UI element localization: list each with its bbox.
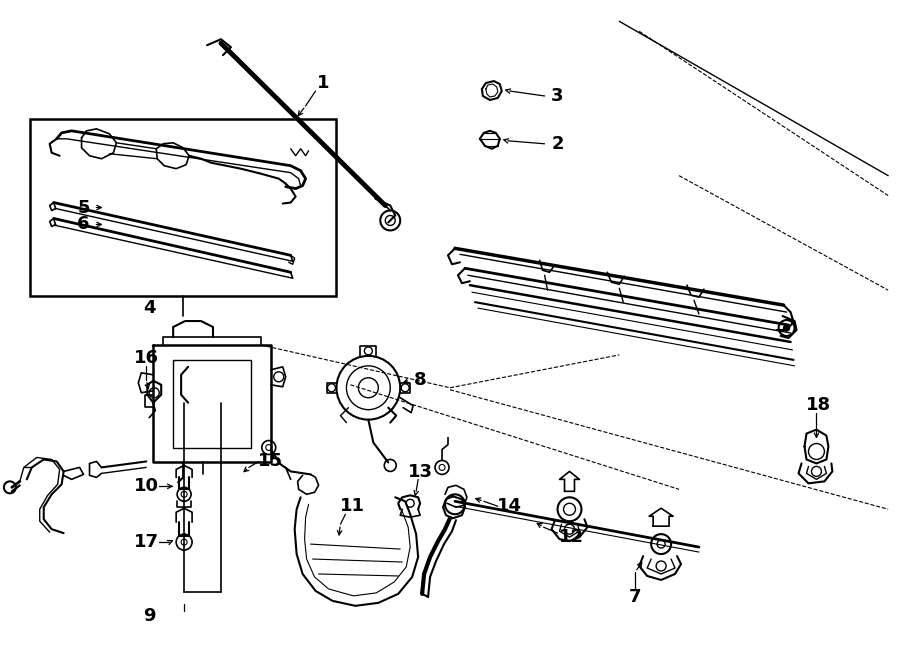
Text: 8: 8 <box>414 371 427 389</box>
Bar <box>30 119 337 296</box>
Text: 4: 4 <box>143 299 156 317</box>
Text: 18: 18 <box>806 396 831 414</box>
Text: 17: 17 <box>134 533 158 551</box>
Text: 1: 1 <box>318 74 329 92</box>
Text: 5: 5 <box>77 198 90 217</box>
Text: 7: 7 <box>629 588 642 606</box>
Text: 16: 16 <box>134 349 158 367</box>
Text: 6: 6 <box>77 215 90 233</box>
Text: 14: 14 <box>497 497 522 516</box>
Circle shape <box>784 325 789 331</box>
Text: 2: 2 <box>552 135 563 153</box>
Text: 9: 9 <box>143 607 156 625</box>
Text: 10: 10 <box>134 477 158 495</box>
Text: 3: 3 <box>552 87 563 105</box>
Text: 11: 11 <box>340 497 364 516</box>
Text: 13: 13 <box>408 463 433 481</box>
Text: 12: 12 <box>559 528 584 546</box>
Text: 15: 15 <box>258 452 284 471</box>
